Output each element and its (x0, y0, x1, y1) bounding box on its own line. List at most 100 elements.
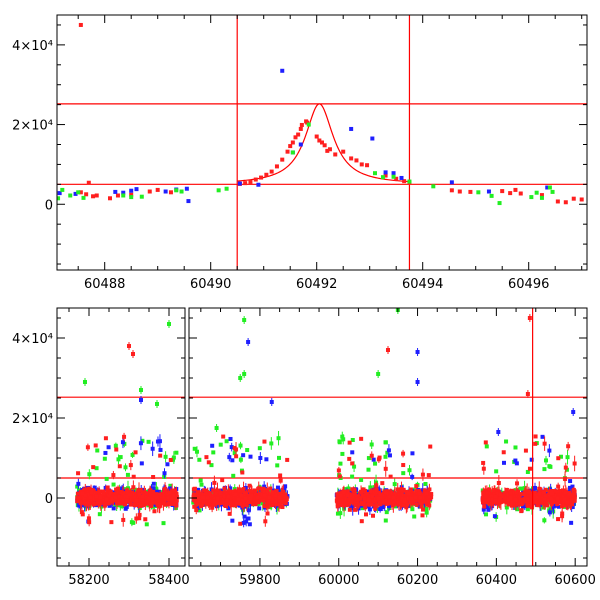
red-point (424, 491, 429, 496)
red-point (378, 492, 383, 497)
blue-point (514, 461, 519, 466)
red-point (92, 491, 97, 496)
red-point (139, 501, 144, 506)
green-outlier-point (155, 402, 159, 406)
green-point (392, 482, 397, 487)
red-point (129, 192, 134, 197)
red-point (111, 473, 116, 478)
blue-point (545, 185, 550, 190)
blue-point (370, 136, 375, 141)
blue-point (257, 506, 262, 511)
blue-point (103, 450, 108, 455)
blue-point (168, 486, 173, 491)
red-point (359, 519, 364, 524)
red-point (361, 494, 366, 499)
blue-point (92, 485, 97, 490)
green-point (123, 465, 128, 470)
red-point (374, 488, 379, 493)
red-point (102, 501, 107, 506)
green-point (95, 448, 100, 453)
red-point (240, 503, 245, 508)
red-outlier-point (131, 352, 135, 356)
red-point (333, 152, 338, 157)
green-point (338, 511, 343, 516)
blue-point (244, 519, 249, 524)
red-point (486, 497, 491, 502)
green-point (218, 442, 223, 447)
green-point (337, 440, 342, 445)
red-point (484, 491, 489, 496)
red-point (513, 497, 518, 502)
red-point (572, 498, 577, 503)
red-point (143, 517, 148, 522)
red-point (371, 490, 376, 495)
red-point (532, 493, 537, 498)
red-point (533, 499, 538, 504)
y-tick-label: 2×10⁴ (12, 119, 53, 134)
green-point (548, 464, 553, 469)
green-point (277, 455, 282, 460)
red-point (246, 494, 251, 499)
red-point (82, 501, 87, 506)
red-point (92, 497, 97, 502)
red-point (365, 163, 370, 168)
red-point (221, 434, 226, 439)
red-point (505, 490, 510, 495)
green-point (385, 450, 390, 455)
red-point (101, 491, 106, 496)
y-tick-label: 0 (45, 492, 53, 507)
red-point (348, 493, 353, 498)
green-point (504, 439, 509, 444)
red-point (359, 436, 364, 441)
red-point (195, 496, 200, 501)
red-point (401, 487, 406, 492)
red-point (221, 497, 226, 502)
red-point (241, 487, 246, 492)
red-point (338, 493, 343, 498)
red-point (105, 486, 110, 491)
blue-outlier-point (415, 380, 420, 384)
red-point (121, 498, 126, 503)
red-point (80, 491, 85, 496)
green-point (513, 445, 518, 450)
red-point (123, 494, 128, 499)
red-point (483, 494, 488, 499)
blue-point (246, 508, 251, 513)
red-point (347, 507, 352, 512)
red-point (496, 480, 501, 485)
green-point (338, 461, 343, 466)
green-point (129, 520, 134, 525)
green-point (116, 457, 121, 462)
x-tick-label: 60496 (508, 277, 549, 292)
x-tick-label: 60200 (397, 573, 438, 588)
red-point (383, 490, 388, 495)
red-point (556, 456, 561, 461)
red-point (383, 498, 388, 503)
red-point (224, 502, 229, 507)
bottom-right-frame (188, 307, 588, 567)
red-point (102, 494, 107, 499)
red-point (489, 501, 494, 506)
red-point (276, 492, 281, 497)
green-point (191, 500, 196, 505)
red-point (335, 492, 340, 497)
red-point (119, 501, 124, 506)
red-point (193, 499, 198, 504)
green-point (383, 440, 388, 445)
red-point (510, 490, 515, 495)
red-point (152, 495, 157, 500)
red-point (232, 490, 237, 495)
green-point (542, 518, 547, 523)
red-point (240, 470, 245, 475)
red-point (109, 520, 114, 525)
red-point (194, 502, 199, 507)
red-point (169, 497, 174, 502)
red-point (128, 463, 133, 468)
green-point (104, 476, 109, 481)
red-point (285, 149, 290, 154)
green-point (366, 456, 371, 461)
red-point (296, 132, 301, 137)
red-point (165, 491, 170, 496)
red-point (520, 501, 525, 506)
red-point (514, 490, 519, 495)
